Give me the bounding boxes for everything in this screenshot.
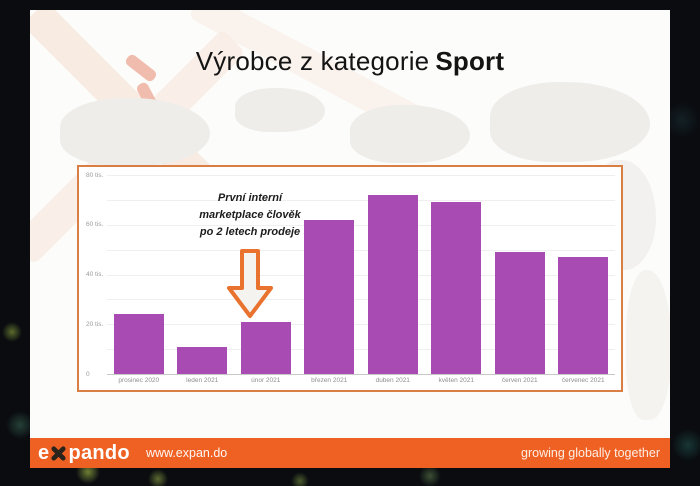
- expando-x-icon: [51, 445, 67, 461]
- bar-chart-plot-area: 0 20 tis. 40 tis. 60 tis. 80 tis. prosinec 20…: [86, 172, 615, 384]
- x-axis-line: [107, 374, 615, 375]
- world-map-watermark: [350, 105, 470, 163]
- x-tick-label: duben 2021: [375, 377, 410, 384]
- y-tick-label: 60 tis.: [86, 221, 104, 229]
- world-map-watermark: [60, 98, 210, 166]
- bar-březen 2021: [304, 219, 355, 374]
- x-tick-label: červen 2021: [501, 377, 538, 384]
- gridline: [107, 199, 615, 201]
- annotation-line: marketplace člověk: [199, 209, 301, 221]
- bar-květen 2021: [431, 202, 482, 374]
- world-map-watermark: [626, 270, 670, 420]
- logo-suffix: pando: [68, 441, 130, 464]
- annotation-line: První interní: [217, 192, 283, 204]
- gridline: [107, 249, 615, 251]
- bar-únor 2021: [240, 321, 291, 374]
- gridline: [107, 324, 615, 326]
- bar-červen 2021: [494, 252, 545, 374]
- bar-duben 2021: [367, 194, 418, 374]
- gridline: [107, 349, 615, 351]
- gridline: [107, 274, 615, 276]
- chart-annotation: První interní marketplace člověk po 2 le…: [140, 190, 360, 241]
- bar-prosinec 2020: [113, 314, 164, 374]
- logo-prefix: e: [38, 441, 50, 464]
- y-tick-label: 0: [86, 370, 90, 378]
- footer-tagline: growing globally together: [521, 446, 660, 460]
- x-tick-label: leden 2021: [186, 377, 219, 384]
- gridline: [107, 299, 615, 301]
- footer-bar: e pando www.expan.do growing globally to…: [30, 438, 670, 468]
- world-map-watermark: [235, 88, 325, 132]
- gridline: [107, 175, 615, 176]
- x-tick-label: únor 2021: [251, 377, 281, 384]
- x-tick-label: červenec 2021: [561, 377, 605, 384]
- slide-title-regular: Výrobce z kategorie: [195, 46, 430, 76]
- y-tick-label: 40 tis.: [86, 271, 104, 278]
- x-tick-label: prosinec 2020: [118, 377, 160, 384]
- annotation-line: po 2 letech prodeje: [199, 226, 301, 238]
- down-arrow-icon: [227, 249, 273, 318]
- slide-title-bold: Sport: [435, 46, 505, 76]
- y-tick-label: 80 tis.: [86, 171, 104, 179]
- world-map-watermark: [490, 82, 650, 162]
- footer-url: www.expan.do: [145, 446, 228, 460]
- slide-title: Výrobce z kategorie Sport: [30, 46, 670, 77]
- y-tick-label: 20 tis.: [86, 320, 104, 328]
- x-tick-label: březen 2021: [311, 377, 348, 384]
- expando-logo: e pando: [38, 442, 130, 465]
- bar-chart-frame: 0 20 tis. 40 tis. 60 tis. 80 tis. prosinec 20…: [77, 165, 623, 392]
- bar-červenec 2021: [558, 257, 609, 374]
- gridline: [107, 224, 615, 226]
- x-tick-label: květen 2021: [438, 377, 474, 384]
- presentation-slide: Výrobce z kategorie Sport 0 20 tis. 40 tis.…: [30, 10, 670, 468]
- bar-leden 2021: [177, 346, 228, 374]
